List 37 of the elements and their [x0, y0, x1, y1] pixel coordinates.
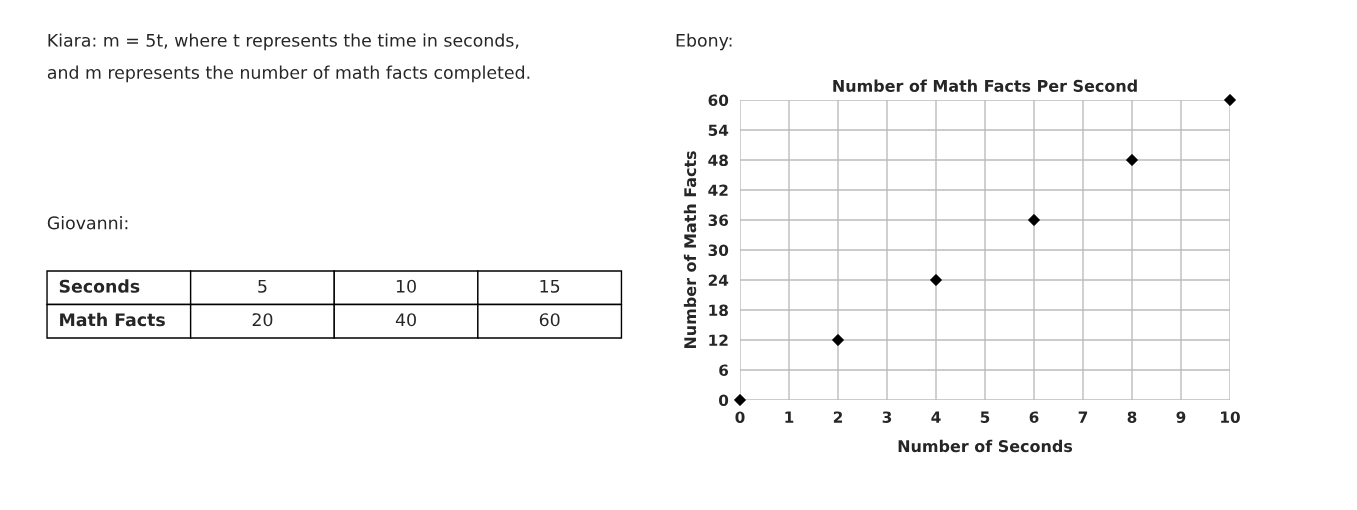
y-tick-label: 0 — [718, 394, 729, 407]
x-tick-label: 6 — [1029, 411, 1039, 423]
x-tick-label: 8 — [1127, 411, 1137, 423]
y-tick-label: 54 — [708, 124, 729, 137]
text: 15 — [540, 279, 560, 293]
x-tick-label: 7 — [1078, 411, 1088, 423]
y-tick-label: 18 — [709, 304, 728, 317]
text: 60 — [539, 313, 560, 327]
y-tick-label: 36 — [708, 214, 729, 227]
y-tick-label: 30 — [708, 244, 729, 257]
x-tick-label: 1 — [785, 411, 794, 423]
x-axis-title: Number of Seconds — [898, 439, 1073, 453]
text: 10 — [396, 279, 416, 293]
text: Giovanni: — [47, 216, 128, 230]
text: and m represents the number of math facts completed. — [47, 65, 530, 83]
chart-title: Number of Math Facts Per Second — [833, 79, 1137, 92]
x-tick-label: 5 — [980, 411, 990, 423]
text: 20 — [252, 313, 273, 327]
text: Kiara: m = 5t, where t represents the time in seconds, — [48, 33, 519, 51]
text: Math Facts — [60, 312, 165, 327]
x-tick-label: 4 — [931, 411, 941, 423]
y-tick-label: 12 — [709, 334, 728, 346]
text: 5 — [258, 279, 267, 293]
y-tick-label: 60 — [708, 94, 729, 107]
y-tick-label: 48 — [708, 154, 728, 167]
x-tick-label: 3 — [882, 411, 892, 423]
y-tick-label: 6 — [719, 364, 729, 377]
text: Seconds — [59, 279, 140, 293]
x-tick-label: 9 — [1176, 411, 1186, 423]
text: Ebony: — [676, 33, 732, 51]
y-axis-title: Number of Math Facts — [683, 151, 697, 349]
x-tick-label: 10 — [1221, 411, 1240, 423]
y-tick-label: 24 — [708, 274, 729, 286]
x-tick-label: 0 — [735, 411, 745, 423]
y-tick-label: 42 — [708, 184, 728, 196]
x-tick-label: 2 — [833, 411, 842, 423]
text: 40 — [395, 313, 416, 327]
